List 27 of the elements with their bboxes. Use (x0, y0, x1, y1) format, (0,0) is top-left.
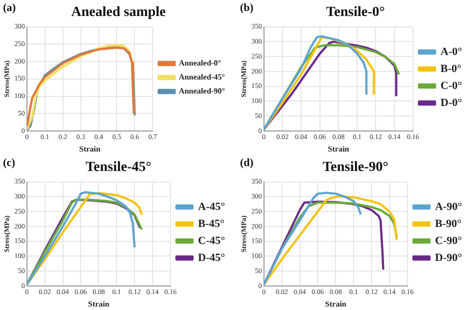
text: (b) (240, 2, 254, 14)
legend-label: Annealed-90° (178, 86, 225, 96)
chart-title: Tensile-0° (326, 5, 385, 20)
legend-label: D-0° (440, 96, 462, 109)
legend-label: A-0° (440, 46, 462, 58)
x-axis-title: Strain (328, 144, 350, 154)
legend-label: Annealed-45° (178, 72, 225, 82)
chart-title: Anealed sample (71, 5, 166, 20)
legend-label: A-45° (198, 200, 226, 213)
legend-label: C-90° (434, 234, 462, 247)
legend-label: C-0° (440, 80, 462, 92)
text: (a) (3, 2, 16, 14)
text: (c) (3, 157, 16, 169)
x-axis-title: Strain (325, 299, 347, 308)
x-axis-title: Strain (88, 299, 110, 308)
chart-title: Tensile-90° (322, 160, 388, 176)
legend-label: A-90° (434, 200, 462, 213)
legend-label: B-45° (198, 218, 224, 230)
text: (d) (240, 157, 254, 169)
legend-label: C-45° (198, 234, 226, 247)
legend-label: D-90° (434, 252, 462, 264)
legend-label: B-90° (434, 218, 462, 230)
chart-title: Tensile-45° (86, 160, 152, 176)
legend-label: Annealed-0° (178, 58, 221, 68)
x-axis-title: Strain (79, 144, 102, 154)
legend-label: B-0° (440, 62, 462, 75)
legend-label: D-45° (198, 252, 226, 264)
